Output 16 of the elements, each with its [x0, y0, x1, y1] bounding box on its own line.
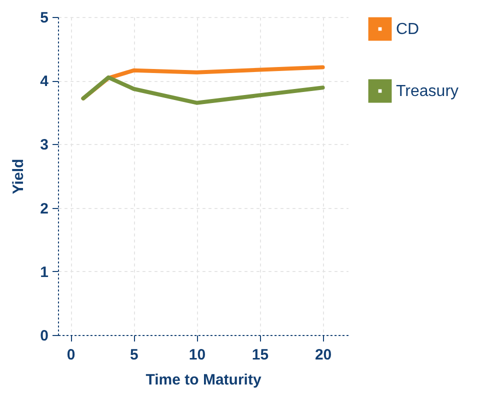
y-tick-label: 5 [40, 10, 48, 26]
x-tick-label: 10 [188, 346, 206, 364]
line-series [81, 75, 325, 105]
x-tick-label: 0 [66, 346, 76, 364]
y-tick-label: 3 [40, 136, 48, 154]
x-tick-label: 5 [130, 346, 138, 364]
x-axis-title: Time to Maturity [146, 372, 262, 388]
legend-label: Treasury [396, 83, 459, 100]
y-tick-label: 4 [40, 73, 50, 90]
x-tick-label: 20 [314, 346, 332, 364]
y-axis-title: Yield [10, 158, 28, 194]
y-tick-label: 0 [40, 328, 48, 344]
y-tick-label: 1 [40, 264, 48, 281]
x-tick-label: 15 [252, 346, 269, 364]
legend-label: CD [396, 21, 420, 38]
y-tick-label: 2 [40, 200, 48, 218]
